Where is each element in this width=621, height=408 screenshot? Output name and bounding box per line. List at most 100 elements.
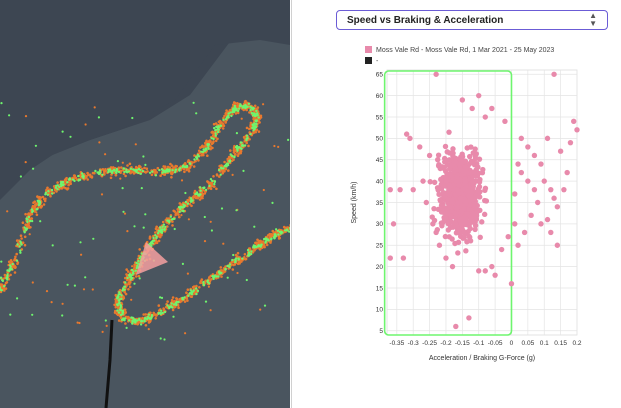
- track-point: [177, 213, 180, 216]
- track-point: [251, 126, 254, 130]
- track-point: [0, 286, 1, 289]
- data-point: [518, 169, 525, 176]
- track-point: [100, 193, 104, 196]
- track-point: [134, 170, 138, 173]
- track-point: [260, 243, 263, 246]
- track-point: [207, 182, 211, 185]
- track-point: [236, 109, 240, 113]
- selection-box[interactable]: [383, 70, 513, 336]
- selection-highlight[interactable]: [383, 70, 513, 336]
- track-point: [178, 215, 181, 219]
- data-point: [468, 217, 475, 223]
- track-point: [147, 313, 151, 316]
- data-point: [430, 221, 436, 227]
- track-point: [229, 153, 232, 156]
- data-point: [464, 211, 470, 217]
- track-point: [178, 210, 181, 213]
- track-point: [117, 311, 121, 314]
- track-point: [254, 119, 258, 123]
- track-point: [193, 189, 197, 193]
- track-point: [50, 188, 54, 192]
- track-point: [127, 170, 131, 173]
- track-point: [163, 338, 166, 341]
- track-point: [238, 262, 241, 265]
- x-tick-label: -0.35: [389, 340, 404, 347]
- track-point: [6, 278, 9, 281]
- legend-entry[interactable]: -: [376, 58, 379, 65]
- data-point: [450, 146, 456, 152]
- data-point: [482, 268, 488, 274]
- track-point: [173, 300, 176, 303]
- data-point: [461, 228, 467, 235]
- direction-arrow-icon: [136, 242, 168, 275]
- track-point: [116, 160, 119, 163]
- track-point: [150, 241, 153, 244]
- track-point: [200, 153, 203, 157]
- track-point: [277, 233, 280, 236]
- track-point: [183, 296, 186, 299]
- track-point: [213, 185, 216, 188]
- data-point: [474, 208, 480, 214]
- track-point: [236, 271, 239, 275]
- track-point: [195, 157, 199, 160]
- track-point: [142, 155, 145, 158]
- track-point: [150, 315, 153, 319]
- data-point: [561, 186, 567, 193]
- track-point: [151, 239, 154, 243]
- track-point: [19, 251, 22, 254]
- scatter-chart[interactable]: Moss Vale Rd - Moss Vale Rd, 1 Mar 2021 …: [292, 0, 621, 408]
- track-point: [28, 212, 31, 216]
- track-point: [182, 201, 185, 205]
- track-point: [121, 309, 125, 312]
- track-point: [14, 265, 17, 269]
- track-point: [79, 241, 82, 244]
- track-point: [19, 249, 22, 252]
- track-point: [135, 261, 138, 265]
- track-point: [273, 144, 276, 148]
- track-point: [104, 319, 107, 322]
- track-point: [186, 288, 190, 292]
- track-point: [138, 318, 141, 321]
- track-point: [94, 169, 97, 173]
- track-point: [244, 258, 247, 261]
- track-point: [232, 110, 236, 114]
- track-point: [214, 122, 218, 125]
- track-point: [119, 177, 122, 180]
- data-point: [441, 164, 448, 171]
- track-point: [189, 292, 193, 295]
- track-point: [142, 313, 145, 316]
- data-point: [436, 191, 442, 198]
- track-point: [183, 170, 186, 174]
- track-point: [80, 253, 83, 256]
- track-point: [120, 297, 123, 300]
- map-view[interactable]: [0, 0, 290, 408]
- track-point: [0, 276, 3, 279]
- track-point: [255, 123, 258, 126]
- track-point: [134, 320, 137, 323]
- data-point: [463, 216, 469, 222]
- x-tick-label: 0.1: [540, 340, 549, 347]
- track-point: [35, 213, 39, 217]
- track-point: [217, 125, 220, 128]
- route-map[interactable]: [0, 0, 290, 408]
- track-point: [190, 204, 193, 208]
- track-point: [174, 212, 177, 215]
- data-point: [410, 186, 416, 193]
- data-point: [397, 186, 403, 193]
- track-point: [172, 315, 175, 318]
- track-point: [134, 275, 138, 278]
- track-point: [161, 225, 164, 228]
- track-point: [123, 212, 127, 215]
- track-point: [169, 215, 172, 218]
- legend-entry[interactable]: Moss Vale Rd - Moss Vale Rd, 1 Mar 2021 …: [376, 47, 554, 54]
- track-point: [31, 167, 35, 170]
- chart-type-select[interactable]: Speed vs Braking & Acceleration ▲ ▼: [336, 10, 608, 30]
- track-point: [216, 137, 219, 141]
- track-point: [252, 131, 256, 134]
- track-point: [119, 313, 123, 317]
- track-point: [126, 230, 129, 233]
- data-point: [554, 204, 561, 210]
- track-point: [201, 197, 204, 200]
- track-point: [184, 191, 187, 195]
- track-point: [234, 260, 237, 263]
